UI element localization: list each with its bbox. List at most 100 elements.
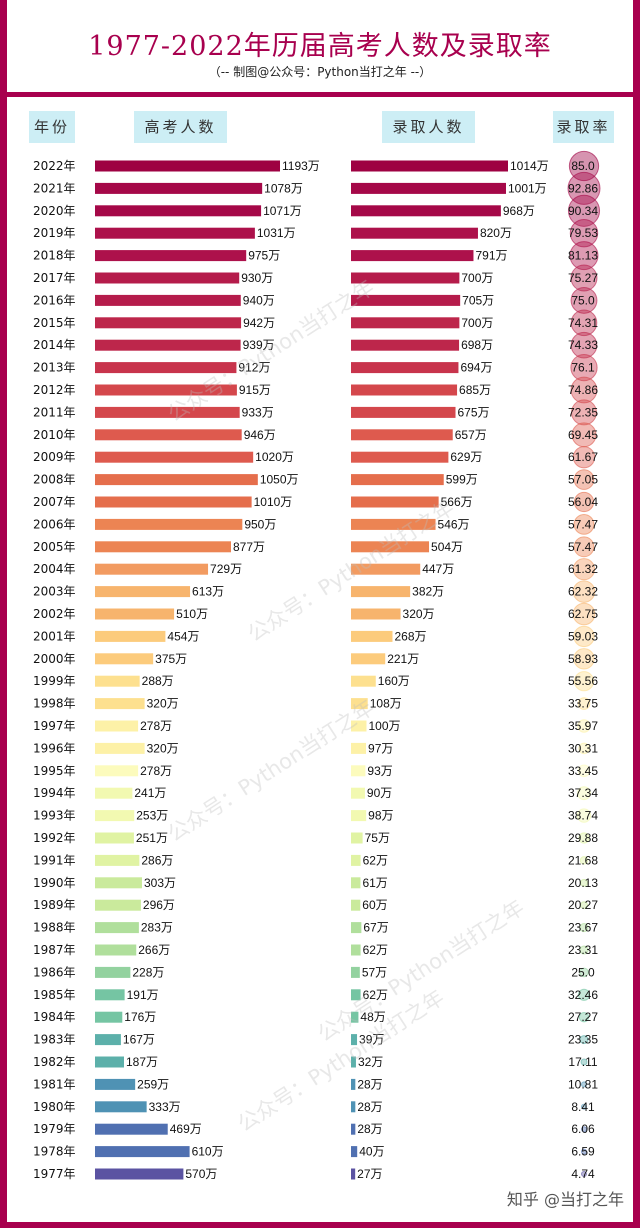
year-label: 2019年: [33, 226, 76, 240]
admitted-bar: [351, 1078, 356, 1090]
year-label: 1977年: [33, 1167, 76, 1181]
applicants-value-label: 320万: [147, 697, 179, 711]
applicants-bar: [95, 205, 262, 217]
applicants-bar: [95, 877, 142, 889]
year-label: 2021年: [33, 181, 76, 195]
admitted-value-label: 62万: [363, 943, 388, 957]
rate-value-label: 76.1: [571, 361, 595, 375]
year-label: 1984年: [33, 1010, 76, 1024]
rate-value-label: 72.35: [568, 405, 598, 419]
applicants-bar: [95, 1011, 123, 1023]
rate-bubble: [581, 1081, 587, 1088]
year-label: 2011年: [33, 405, 76, 419]
rate-bubble: [568, 150, 600, 182]
applicants-value-label: 950万: [244, 517, 276, 531]
admitted-bar: [351, 384, 458, 396]
admitted-value-label: 791万: [475, 249, 507, 263]
year-label: 2020年: [33, 204, 76, 218]
rate-bubble: [580, 878, 588, 887]
applicants-bar: [95, 787, 133, 799]
rate-value-label: 55.56: [568, 674, 598, 688]
admitted-value-label: 100万: [368, 719, 400, 733]
admitted-bar: [351, 496, 439, 508]
rate-bubble: [572, 580, 596, 603]
header-year: 年份: [29, 111, 75, 143]
rate-value-label: 62.32: [568, 585, 598, 599]
year-label: 2007年: [33, 495, 76, 509]
admitted-bar: [351, 877, 361, 889]
admitted-bar: [351, 406, 456, 418]
year-label: 1992年: [33, 831, 76, 845]
applicants-value-label: 946万: [244, 428, 276, 442]
applicants-bar: [95, 474, 258, 486]
rate-bubble: [579, 923, 589, 933]
year-label: 2002年: [33, 607, 76, 621]
rate-bubble: [579, 967, 589, 978]
applicants-bar: [95, 429, 242, 441]
rate-value-label: 6.59: [571, 1145, 595, 1159]
rate-value-label: 32.46: [568, 988, 598, 1002]
admitted-value-label: 629万: [450, 450, 482, 464]
admitted-value-label: 75万: [365, 831, 390, 845]
admitted-value-label: 705万: [462, 293, 494, 307]
rate-bubble: [570, 286, 598, 314]
admitted-value-label: 60万: [362, 898, 387, 912]
admitted-bar: [351, 899, 361, 911]
header-applicants: 高考人数: [134, 111, 227, 143]
rate-value-label: 90.34: [568, 204, 598, 218]
admitted-bar: [351, 675, 376, 687]
applicants-bar: [95, 586, 191, 598]
applicants-value-label: 454万: [167, 629, 199, 643]
admitted-bar: [351, 1011, 359, 1023]
applicants-bar: [95, 1034, 121, 1046]
rate-value-label: 30.31: [568, 741, 598, 755]
applicants-bar: [95, 384, 237, 396]
admitted-bar: [351, 720, 367, 732]
applicants-value-label: 930万: [241, 271, 273, 285]
year-label: 2009年: [33, 450, 76, 464]
rate-bubble: [573, 536, 595, 558]
applicants-value-label: 375万: [155, 652, 187, 666]
rate-value-label: 23.35: [568, 1033, 598, 1047]
rate-bubble: [570, 331, 598, 359]
applicants-value-label: 570万: [185, 1167, 217, 1181]
year-label: 2001年: [33, 629, 76, 643]
applicants-value-label: 1020万: [255, 450, 294, 464]
year-label: 1993年: [33, 809, 76, 823]
applicants-bar: [95, 653, 154, 665]
admitted-bar: [351, 160, 508, 172]
admitted-value-label: 599万: [446, 473, 478, 487]
rate-bubble: [581, 1103, 587, 1110]
applicants-bar: [95, 966, 131, 978]
admitted-value-label: 160万: [378, 674, 410, 688]
rate-value-label: 61.32: [568, 562, 598, 576]
applicants-bar: [95, 698, 145, 710]
applicants-bar: [95, 250, 247, 262]
applicants-value-label: 1050万: [260, 473, 299, 487]
admitted-value-label: 1001万: [508, 181, 547, 195]
rate-bubble: [573, 671, 595, 692]
rate-value-label: 57.47: [568, 540, 598, 554]
year-label: 1996年: [33, 741, 76, 755]
applicants-bar: [95, 339, 241, 351]
rate-bubble: [571, 399, 597, 426]
rate-value-label: 57.05: [568, 473, 598, 487]
applicants-bar: [95, 1101, 147, 1113]
rate-value-label: 20.13: [568, 876, 598, 890]
applicants-value-label: 251万: [136, 831, 168, 845]
rate-bubble: [577, 764, 591, 778]
year-label: 1987年: [33, 943, 76, 957]
admitted-bar: [351, 832, 363, 844]
admitted-bar: [351, 451, 449, 463]
applicants-value-label: 278万: [140, 764, 172, 778]
rate-value-label: 4.74: [571, 1167, 595, 1181]
applicants-bar: [95, 832, 134, 844]
admitted-value-label: 566万: [441, 495, 473, 509]
applicants-bar: [95, 854, 140, 866]
rate-value-label: 38.74: [568, 809, 598, 823]
rate-value-label: 74.31: [568, 316, 598, 330]
applicants-bar: [95, 989, 125, 1001]
rate-value-label: 58.93: [568, 652, 598, 666]
applicants-value-label: 1078万: [264, 181, 303, 195]
year-label: 1998年: [33, 697, 76, 711]
